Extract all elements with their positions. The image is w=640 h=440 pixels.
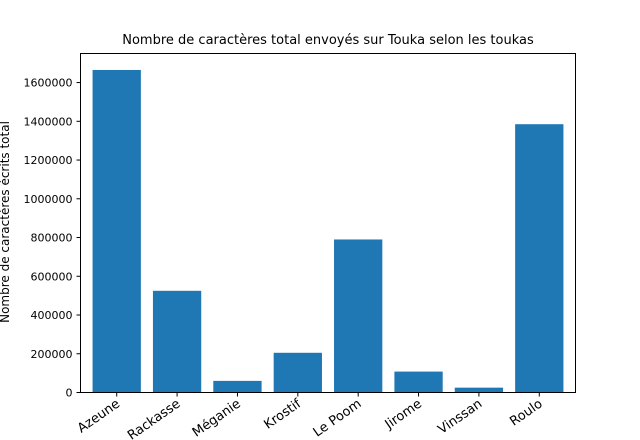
y-tick-label: 1200000 xyxy=(24,154,73,167)
bar-1 xyxy=(152,290,202,393)
x-tick-label: Roulo xyxy=(507,396,545,429)
chart-title: Nombre de caractères total envoyés sur T… xyxy=(122,33,534,48)
x-tick-label: Méganie xyxy=(190,396,244,440)
bar-7 xyxy=(515,124,564,393)
bar-0 xyxy=(92,69,141,393)
y-tick-label: 400000 xyxy=(31,309,73,322)
y-tick-label: 1600000 xyxy=(24,77,73,90)
x-tick-label: Le Poom xyxy=(311,396,365,440)
x-tick-label: Krostif xyxy=(261,396,304,432)
bar-6 xyxy=(454,387,504,393)
y-axis-label: Nombre de caractères écrits total xyxy=(0,121,12,323)
plot-area: 0 200000 400000 600000 800000 1000000 1200000 1… xyxy=(24,69,564,440)
bar-5 xyxy=(394,371,443,393)
bar-2 xyxy=(213,380,262,393)
x-tick-label: Rackasse xyxy=(125,396,183,440)
bar-4 xyxy=(334,239,383,393)
y-tick-label: 200000 xyxy=(31,348,73,361)
x-tick-label: Vinssan xyxy=(435,396,485,437)
bar-3 xyxy=(273,352,322,393)
y-tick-label: 1400000 xyxy=(24,115,73,128)
plot-frame xyxy=(80,53,576,393)
y-tick-label: 600000 xyxy=(31,270,73,283)
y-tick-label: 0 xyxy=(66,387,73,400)
y-tick-label: 1000000 xyxy=(24,193,73,206)
y-tick-label: 800000 xyxy=(31,232,73,245)
x-tick-label: Azeune xyxy=(75,396,123,436)
x-tick-label: Jirome xyxy=(382,396,425,432)
